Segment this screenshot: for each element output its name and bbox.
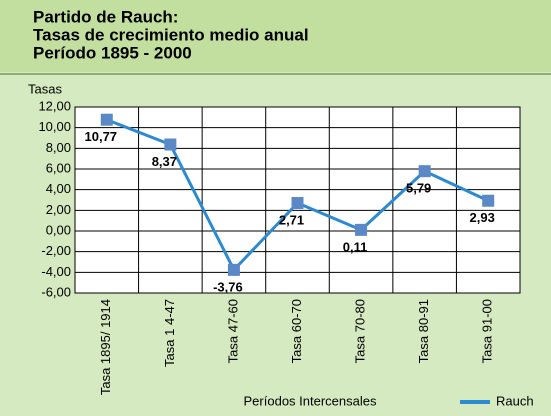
y-axis-title: Tasas — [28, 81, 62, 96]
y-tick-label: 0,00 — [46, 222, 71, 237]
x-tick-label: Tasa 80-91 — [416, 299, 431, 363]
x-tick-label: Tasa 47-60 — [225, 299, 240, 363]
data-label: 5,79 — [406, 181, 431, 196]
y-tick-label: 6,00 — [46, 160, 71, 175]
marker — [482, 194, 495, 207]
y-tick-label: -2,00 — [41, 243, 71, 258]
marker — [100, 113, 113, 126]
marker — [164, 138, 177, 151]
chart-subtitle: Tasas de crecimiento medio anual — [33, 25, 309, 44]
legend-label: Rauch — [496, 393, 534, 408]
y-tick-label: 10,00 — [38, 119, 71, 134]
x-tick-label: Tasa 60-70 — [289, 299, 304, 363]
marker — [291, 196, 304, 209]
x-tick-label: Tasa 1 4-47 — [162, 299, 177, 367]
marker — [355, 223, 368, 236]
y-tick-label: 2,00 — [46, 202, 71, 217]
x-tick-label: Tasa 70-80 — [353, 299, 368, 363]
y-tick-label: 4,00 — [46, 181, 71, 196]
data-label: 10,77 — [85, 129, 118, 144]
data-label: 2,71 — [279, 212, 304, 227]
y-tick-label: 8,00 — [46, 140, 71, 155]
x-tick-label: Tasa 1895/ 1914 — [98, 299, 113, 395]
x-axis-title: Períodos Intercensales — [244, 393, 377, 408]
marker — [418, 165, 431, 178]
marker — [227, 263, 240, 276]
y-tick-label: -6,00 — [41, 284, 71, 299]
chart-subtitle: Período 1895 - 2000 — [33, 43, 192, 62]
chart-title: Partido de Rauch: — [33, 7, 178, 26]
header — [0, 0, 551, 72]
y-tick-label: 12,00 — [38, 98, 71, 113]
data-label: 0,11 — [343, 239, 368, 254]
y-tick-label: -4,00 — [41, 264, 71, 279]
data-label: 2,93 — [470, 210, 495, 225]
data-label: -3,76 — [213, 279, 243, 294]
data-label: 8,37 — [152, 154, 177, 169]
x-tick-label: Tasa 91-00 — [480, 299, 495, 363]
